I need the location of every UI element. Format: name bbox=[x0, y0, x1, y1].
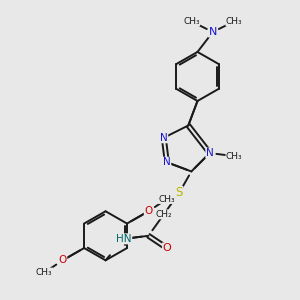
Text: O: O bbox=[163, 243, 171, 253]
Text: S: S bbox=[176, 186, 183, 200]
Text: CH₃: CH₃ bbox=[226, 152, 243, 160]
Text: CH₃: CH₃ bbox=[36, 268, 52, 277]
Text: CH₃: CH₃ bbox=[226, 17, 243, 26]
Text: O: O bbox=[58, 255, 67, 265]
Text: N: N bbox=[208, 27, 217, 37]
Text: N: N bbox=[163, 157, 171, 167]
Text: N: N bbox=[160, 133, 168, 143]
Text: HN: HN bbox=[116, 234, 132, 244]
Text: N: N bbox=[206, 148, 214, 158]
Text: CH₂: CH₂ bbox=[155, 210, 172, 219]
Text: O: O bbox=[144, 206, 153, 216]
Text: CH₃: CH₃ bbox=[158, 194, 175, 203]
Text: CH₃: CH₃ bbox=[183, 17, 200, 26]
